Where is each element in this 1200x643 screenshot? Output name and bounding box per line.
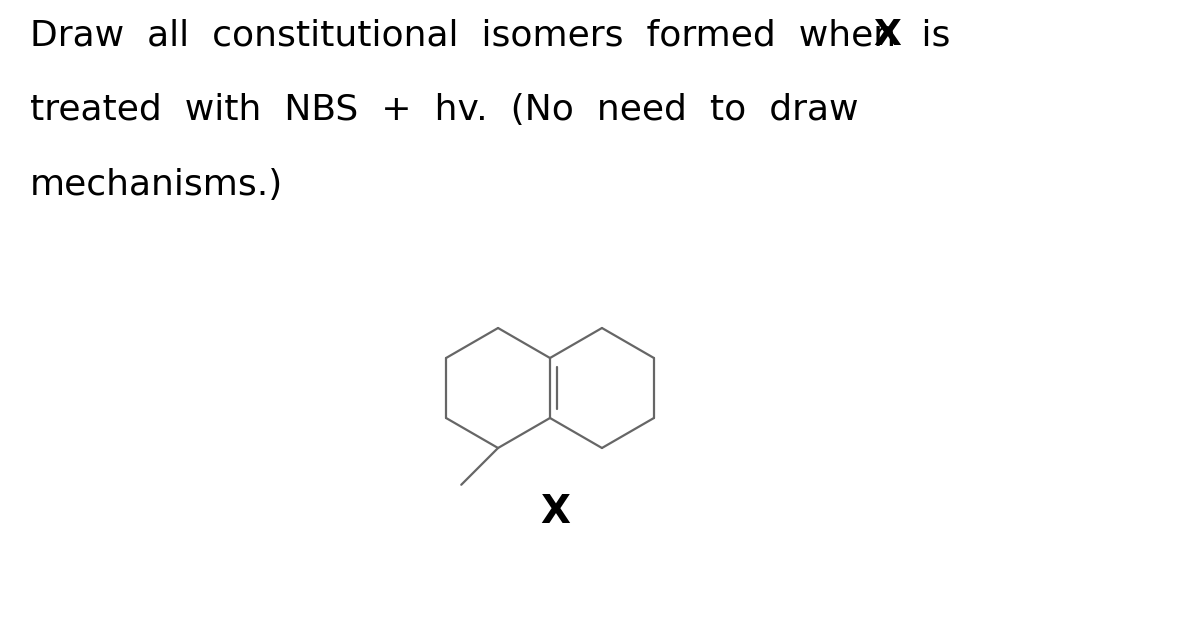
Text: X: X [540, 493, 570, 531]
Text: Draw  all  constitutional  isomers  formed  when: Draw all constitutional isomers formed w… [30, 18, 907, 52]
Text: is: is [910, 18, 950, 52]
Text: X: X [874, 18, 901, 52]
Text: mechanisms.): mechanisms.) [30, 168, 283, 202]
Text: treated  with  NBS  +  hv.  (No  need  to  draw: treated with NBS + hv. (No need to draw [30, 93, 858, 127]
